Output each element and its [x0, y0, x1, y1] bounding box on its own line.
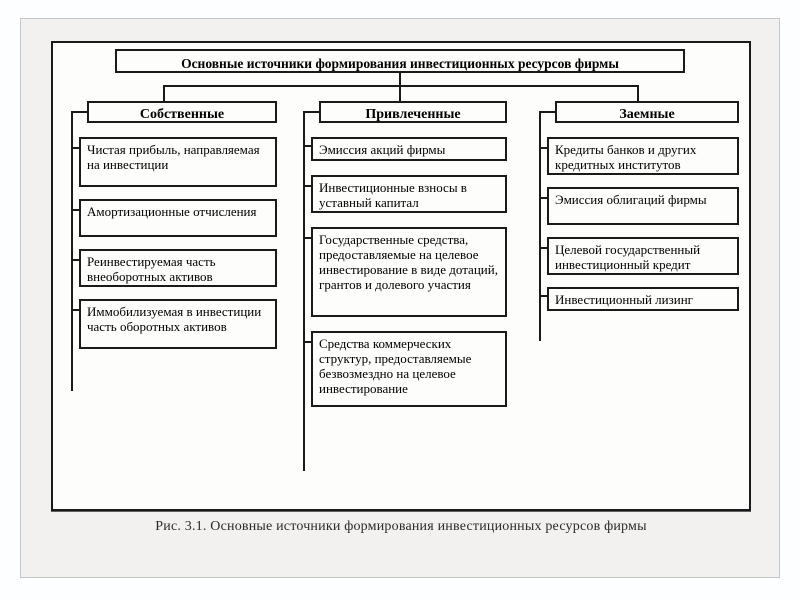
category-header-own: Собственные	[87, 101, 277, 123]
connector	[303, 237, 311, 239]
connector	[163, 85, 639, 87]
connector	[71, 309, 79, 311]
connector	[303, 111, 319, 113]
item-own-2: Реинвестируемая часть внеоборотных актив…	[79, 249, 277, 287]
item-attracted-3: Средства коммерческих структур, предоста…	[311, 331, 507, 407]
connector	[163, 85, 165, 101]
item-attracted-1: Инвестиционные взносы в уставный капитал	[311, 175, 507, 213]
connector	[539, 147, 547, 149]
connector	[303, 185, 311, 187]
connector	[539, 197, 547, 199]
connector	[539, 111, 555, 113]
side-line-borrowed	[539, 111, 541, 341]
connector	[637, 85, 639, 101]
connector	[303, 145, 311, 147]
item-borrowed-2: Целевой государственный инвестиционный к…	[547, 237, 739, 275]
scan-panel: Основные источники формирования инвестиц…	[20, 18, 780, 578]
side-line-attracted	[303, 111, 305, 471]
figure-caption: Рис. 3.1. Основные источники формировани…	[51, 519, 751, 535]
item-attracted-0: Эмиссия акций фирмы	[311, 137, 507, 161]
side-line-own	[71, 111, 73, 391]
diagram-title: Основные источники формирования инвестиц…	[115, 49, 685, 73]
connector	[71, 147, 79, 149]
item-borrowed-0: Кредиты банков и других кредитных инстит…	[547, 137, 739, 175]
item-borrowed-3: Инвестиционный лизинг	[547, 287, 739, 311]
item-own-0: Чистая прибыль, направляемая на инвестиц…	[79, 137, 277, 187]
connector	[399, 85, 401, 101]
connector	[539, 295, 547, 297]
connector	[539, 247, 547, 249]
category-header-attracted: Привлеченные	[319, 101, 507, 123]
connector	[71, 111, 87, 113]
item-attracted-2: Государственные средства, предоставляемы…	[311, 227, 507, 317]
category-header-borrowed: Заемные	[555, 101, 739, 123]
item-own-3: Иммобилизуемая в инвестиции часть оборот…	[79, 299, 277, 349]
item-own-1: Амортизационные отчисления	[79, 199, 277, 237]
caption-rule	[51, 511, 751, 512]
item-borrowed-1: Эмиссия облигаций фирмы	[547, 187, 739, 225]
connector	[71, 259, 79, 261]
connector	[303, 341, 311, 343]
connector	[71, 209, 79, 211]
